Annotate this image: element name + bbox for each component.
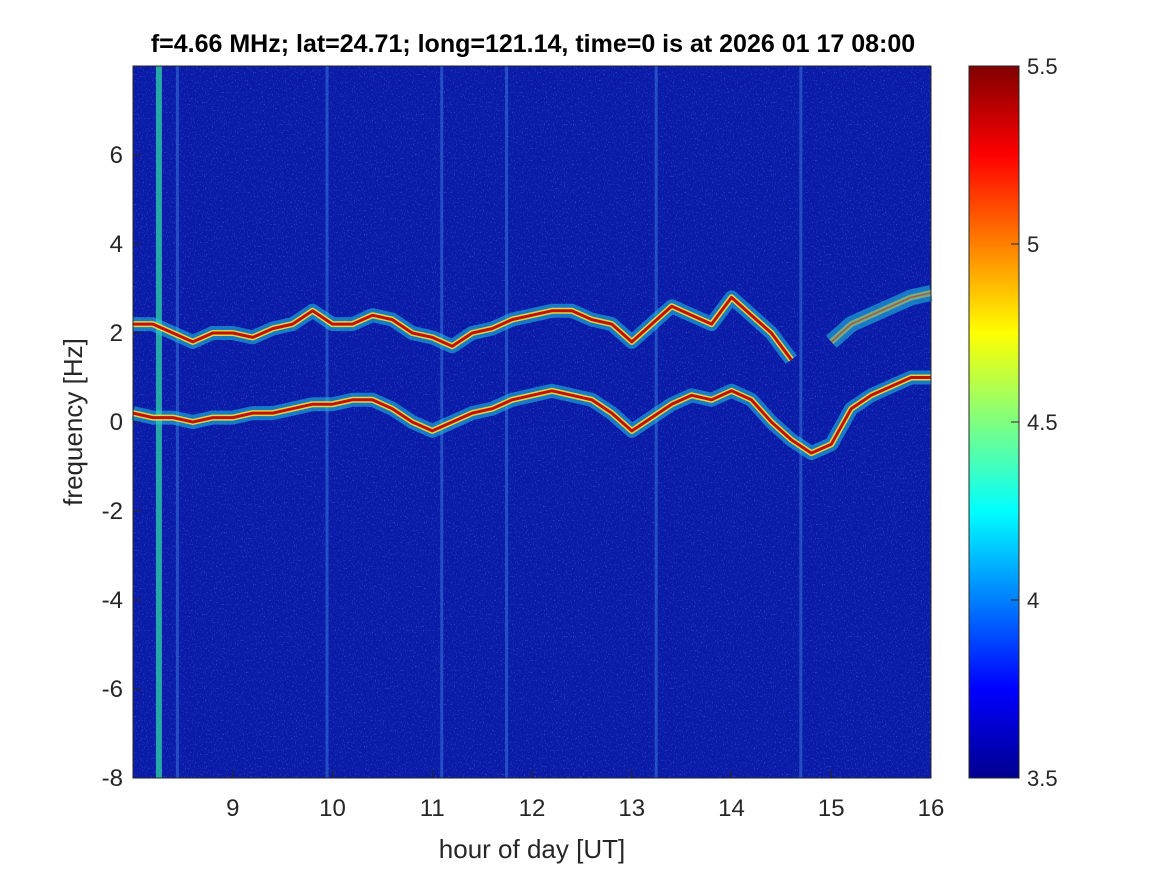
interference-stripe — [325, 66, 329, 778]
y-tick-label: -8 — [102, 765, 123, 792]
y-tick-label: 6 — [110, 142, 123, 169]
chart-title: f=4.66 MHz; lat=24.71; long=121.14, time… — [151, 30, 915, 58]
y-axis: -8 -6 -4 -2 0 2 4 6 — [102, 142, 141, 792]
colorbar-ticks: 3.5 4 4.5 5 5.5 — [1011, 54, 1058, 791]
y-tick-label: -6 — [102, 676, 123, 703]
colorbar-tick-label: 4 — [1027, 588, 1039, 613]
trace-line — [830, 292, 932, 343]
y-tick-label: -4 — [102, 587, 123, 614]
x-axis-label: hour of day [UT] — [439, 834, 625, 864]
trace-line — [132, 376, 931, 455]
traces-group — [131, 285, 933, 461]
y-tick-label: 2 — [110, 320, 123, 347]
x-tick-label: 11 — [420, 795, 445, 822]
colorbar-tick-label: 3.5 — [1027, 766, 1058, 791]
y-axis-label: frequency [Hz] — [58, 338, 88, 506]
colorbar-strip — [969, 66, 1019, 778]
trace-line — [133, 295, 793, 361]
colorbar-tick-label: 5 — [1027, 232, 1039, 257]
noise-texture — [133, 66, 931, 778]
plot-area — [131, 65, 933, 779]
y-tick-label: 4 — [110, 231, 123, 258]
interference-stripe — [799, 66, 803, 778]
x-tick-label: 15 — [818, 795, 845, 822]
x-tick-label: 13 — [618, 795, 645, 822]
colorbar-tick-label: 5.5 — [1027, 54, 1058, 79]
x-tick-label: 16 — [918, 795, 945, 822]
x-tick-label: 14 — [718, 795, 745, 822]
x-tick-label: 10 — [319, 795, 346, 822]
y-tick-label: -2 — [102, 498, 123, 525]
colorbar: 3.5 4 4.5 5 5.5 — [968, 54, 1058, 791]
x-tick-label: 9 — [226, 795, 239, 822]
colorbar-tick-label: 4.5 — [1027, 410, 1058, 435]
interference-stripe — [505, 66, 509, 778]
x-tick-label: 12 — [519, 795, 546, 822]
y-tick-label: 0 — [110, 409, 123, 436]
x-axis: 9 10 11 12 13 14 15 16 — [226, 770, 944, 822]
